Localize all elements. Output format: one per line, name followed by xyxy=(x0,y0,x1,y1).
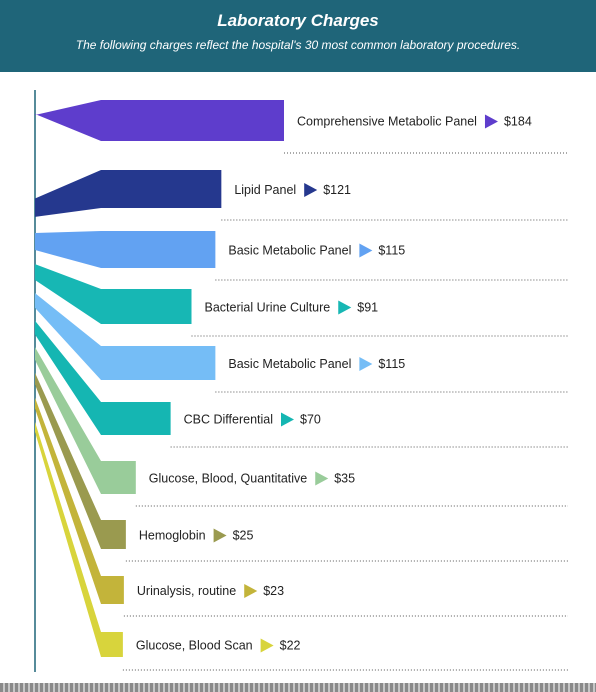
chart-area: Comprehensive Metabolic Panel $184 Lipid P… xyxy=(34,90,568,672)
header: Laboratory Charges The following charges… xyxy=(0,0,596,72)
bar-7 xyxy=(35,347,136,494)
bar-label-3: Basic Metabolic Panel xyxy=(228,244,351,258)
bar-6 xyxy=(35,320,171,435)
bar-8 xyxy=(35,372,126,549)
chart-subtitle: The following charges reflect the hospit… xyxy=(75,38,521,52)
bar-label-1: Comprehensive Metabolic Panel xyxy=(297,115,477,129)
bar-label-5: Basic Metabolic Panel xyxy=(228,357,351,371)
value-label-1: $184 xyxy=(504,115,532,129)
bar-10 xyxy=(35,422,123,657)
bar-label-9: Urinalysis, routine xyxy=(137,584,236,598)
value-label-10: $22 xyxy=(280,639,301,653)
value-label-9: $23 xyxy=(263,584,284,598)
value-arrow-9 xyxy=(244,584,258,598)
value-arrow-4 xyxy=(338,300,352,315)
value-arrow-5 xyxy=(359,357,373,371)
bar-label-8: Hemoglobin xyxy=(139,529,206,543)
value-label-4: $91 xyxy=(357,301,378,315)
value-label-2: $121 xyxy=(323,183,351,197)
value-arrow-2 xyxy=(304,183,318,197)
value-label-3: $115 xyxy=(378,244,405,258)
value-label-8: $25 xyxy=(233,529,254,543)
bottom-border xyxy=(0,683,596,692)
value-label-7: $35 xyxy=(334,472,355,486)
chart-title: Laboratory Charges xyxy=(217,11,379,30)
bar-label-2: Lipid Panel xyxy=(234,183,296,197)
value-arrow-3 xyxy=(359,243,373,258)
bar-label-6: CBC Differential xyxy=(184,413,273,427)
value-arrow-8 xyxy=(213,528,227,543)
value-label-5: $115 xyxy=(378,357,405,371)
value-arrow-10 xyxy=(260,638,274,653)
value-arrow-6 xyxy=(281,412,295,427)
bar-label-4: Bacterial Urine Culture xyxy=(205,301,331,315)
bar-5 xyxy=(35,293,216,380)
value-arrow-7 xyxy=(315,471,329,486)
bar-label-10: Glucose, Blood Scan xyxy=(136,639,253,653)
bar-3 xyxy=(35,231,216,268)
bar-9 xyxy=(35,397,124,604)
bar-4 xyxy=(35,264,192,324)
bar-1 xyxy=(35,100,284,141)
bar-2 xyxy=(35,170,222,217)
value-label-6: $70 xyxy=(300,413,321,427)
bar-label-7: Glucose, Blood, Quantitative xyxy=(149,472,307,486)
value-arrow-1 xyxy=(484,114,498,129)
